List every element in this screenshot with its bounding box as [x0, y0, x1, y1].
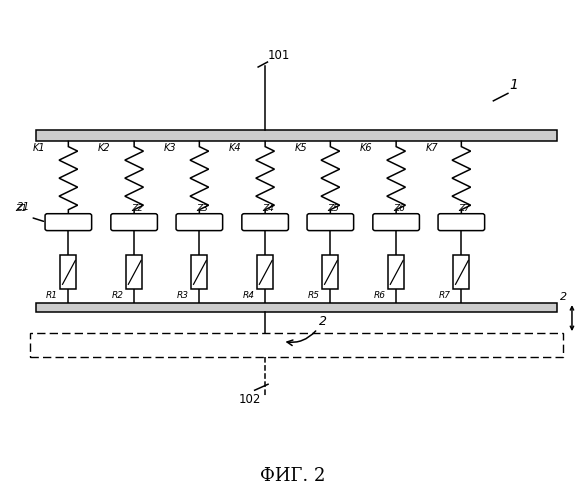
Text: K2: K2 — [98, 143, 111, 153]
Bar — [126, 256, 142, 290]
Bar — [30, 333, 563, 357]
Text: Z5: Z5 — [328, 204, 339, 213]
FancyBboxPatch shape — [242, 214, 288, 230]
Text: Z7: Z7 — [459, 204, 470, 213]
Text: R1: R1 — [45, 291, 57, 300]
Text: 1: 1 — [509, 78, 518, 92]
Text: R2: R2 — [112, 291, 124, 300]
Text: Z2: Z2 — [131, 204, 143, 213]
Text: R7: R7 — [438, 291, 450, 300]
Text: R4: R4 — [243, 291, 255, 300]
Bar — [36, 303, 558, 312]
Bar — [60, 256, 77, 290]
Bar — [453, 256, 470, 290]
Text: 2: 2 — [560, 292, 567, 302]
Bar — [191, 256, 208, 290]
Text: 21: 21 — [17, 202, 30, 212]
Text: R6: R6 — [374, 291, 386, 300]
Text: K1: K1 — [32, 143, 45, 153]
Text: K5: K5 — [294, 143, 307, 153]
Text: Z4: Z4 — [262, 204, 274, 213]
Bar — [257, 256, 273, 290]
FancyBboxPatch shape — [176, 214, 223, 230]
Text: Z6: Z6 — [393, 204, 405, 213]
FancyBboxPatch shape — [111, 214, 157, 230]
Text: K6: K6 — [360, 143, 373, 153]
Bar — [36, 130, 558, 140]
Text: K7: K7 — [425, 143, 438, 153]
Text: R5: R5 — [307, 291, 319, 300]
Bar — [388, 256, 404, 290]
FancyBboxPatch shape — [373, 214, 419, 230]
Text: Z3: Z3 — [197, 204, 208, 213]
FancyBboxPatch shape — [307, 214, 354, 230]
Text: K4: K4 — [229, 143, 242, 153]
Bar — [322, 256, 339, 290]
Text: R3: R3 — [176, 291, 188, 300]
Text: ФИГ. 2: ФИГ. 2 — [260, 467, 325, 485]
FancyBboxPatch shape — [45, 214, 92, 230]
Text: Z1: Z1 — [15, 204, 27, 213]
FancyBboxPatch shape — [438, 214, 484, 230]
Text: 102: 102 — [239, 393, 261, 406]
Text: 101: 101 — [268, 49, 290, 62]
Text: 2: 2 — [319, 315, 327, 328]
Text: K3: K3 — [163, 143, 176, 153]
